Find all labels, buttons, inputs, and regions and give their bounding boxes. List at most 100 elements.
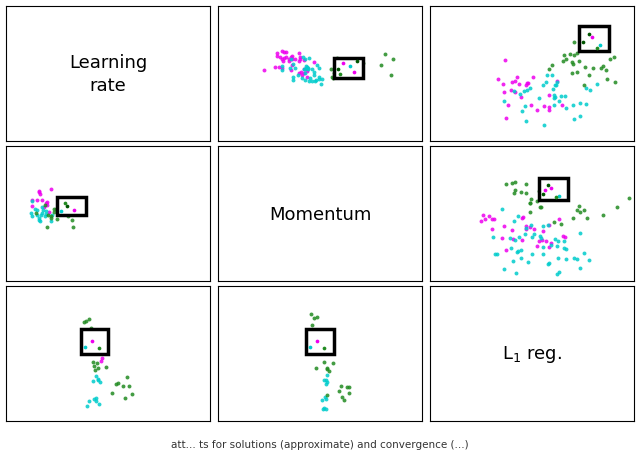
Point	[38, 207, 48, 214]
Point	[120, 395, 131, 402]
Point	[91, 372, 101, 380]
Point	[579, 39, 589, 46]
Point	[500, 181, 511, 188]
Point	[259, 67, 269, 74]
Point	[568, 102, 579, 109]
Point	[90, 366, 100, 374]
Point	[541, 79, 551, 87]
Point	[89, 363, 99, 370]
Point	[544, 222, 554, 229]
Point	[624, 195, 634, 202]
Point	[288, 62, 298, 69]
Point	[46, 215, 56, 223]
Point	[532, 243, 543, 250]
Point	[300, 70, 310, 78]
Point	[543, 182, 553, 189]
Point	[525, 224, 535, 232]
Point	[549, 219, 559, 226]
Point	[499, 89, 509, 97]
Point	[333, 66, 343, 74]
Point	[534, 233, 545, 241]
Point	[560, 234, 570, 242]
Point	[321, 381, 331, 388]
Point	[319, 376, 330, 384]
Point	[546, 240, 556, 247]
Point	[528, 75, 538, 82]
Point	[34, 217, 44, 225]
Point	[26, 197, 36, 205]
Point	[538, 223, 548, 231]
Point	[328, 75, 339, 82]
Point	[500, 115, 511, 122]
Point	[326, 67, 336, 74]
Text: L$_1$ reg.: L$_1$ reg.	[502, 344, 562, 364]
Point	[42, 224, 52, 232]
Point	[549, 95, 559, 102]
Point	[307, 322, 317, 329]
Point	[82, 402, 92, 409]
Point	[36, 204, 47, 211]
Point	[319, 338, 329, 345]
Point	[335, 382, 346, 389]
Point	[513, 81, 524, 88]
Point	[572, 69, 582, 77]
Point	[314, 65, 324, 73]
Point	[567, 70, 577, 77]
Point	[47, 212, 57, 219]
Point	[510, 79, 520, 86]
Point	[554, 216, 564, 223]
Point	[333, 387, 344, 394]
Point	[310, 345, 320, 353]
Point	[569, 39, 579, 47]
Point	[40, 213, 50, 220]
Point	[586, 87, 596, 94]
Point	[521, 226, 531, 233]
Point	[314, 76, 324, 83]
Point	[310, 365, 321, 372]
Point	[488, 234, 499, 241]
Point	[40, 208, 51, 215]
Point	[339, 63, 349, 71]
Point	[277, 56, 287, 63]
Point	[509, 189, 519, 197]
Point	[46, 186, 56, 193]
Point	[288, 74, 298, 81]
Point	[95, 344, 105, 352]
Point	[270, 64, 280, 72]
Point	[584, 257, 594, 264]
Point	[538, 244, 548, 251]
Point	[525, 200, 536, 207]
Point	[309, 314, 319, 322]
Point	[91, 398, 101, 405]
Point	[294, 50, 304, 57]
Point	[84, 398, 94, 405]
Point	[298, 54, 308, 62]
Point	[42, 212, 52, 219]
Point	[277, 48, 287, 56]
Point	[493, 76, 504, 84]
Point	[564, 51, 575, 58]
Point	[79, 319, 89, 326]
Point	[582, 215, 592, 222]
Point	[557, 102, 567, 109]
Point	[312, 338, 323, 345]
Point	[552, 79, 562, 87]
Point	[476, 218, 486, 225]
Point	[551, 194, 561, 202]
Point	[346, 64, 356, 71]
Point	[343, 61, 353, 69]
Point	[321, 405, 332, 413]
Point	[41, 200, 51, 208]
Point	[275, 55, 285, 62]
Point	[85, 340, 95, 348]
Point	[510, 89, 520, 97]
Point	[579, 250, 589, 257]
Point	[321, 371, 332, 379]
Point	[554, 193, 564, 200]
Point	[526, 196, 536, 203]
Point	[319, 345, 329, 352]
Point	[525, 200, 536, 207]
Point	[295, 55, 305, 62]
Point	[60, 200, 70, 207]
Point	[516, 255, 526, 263]
